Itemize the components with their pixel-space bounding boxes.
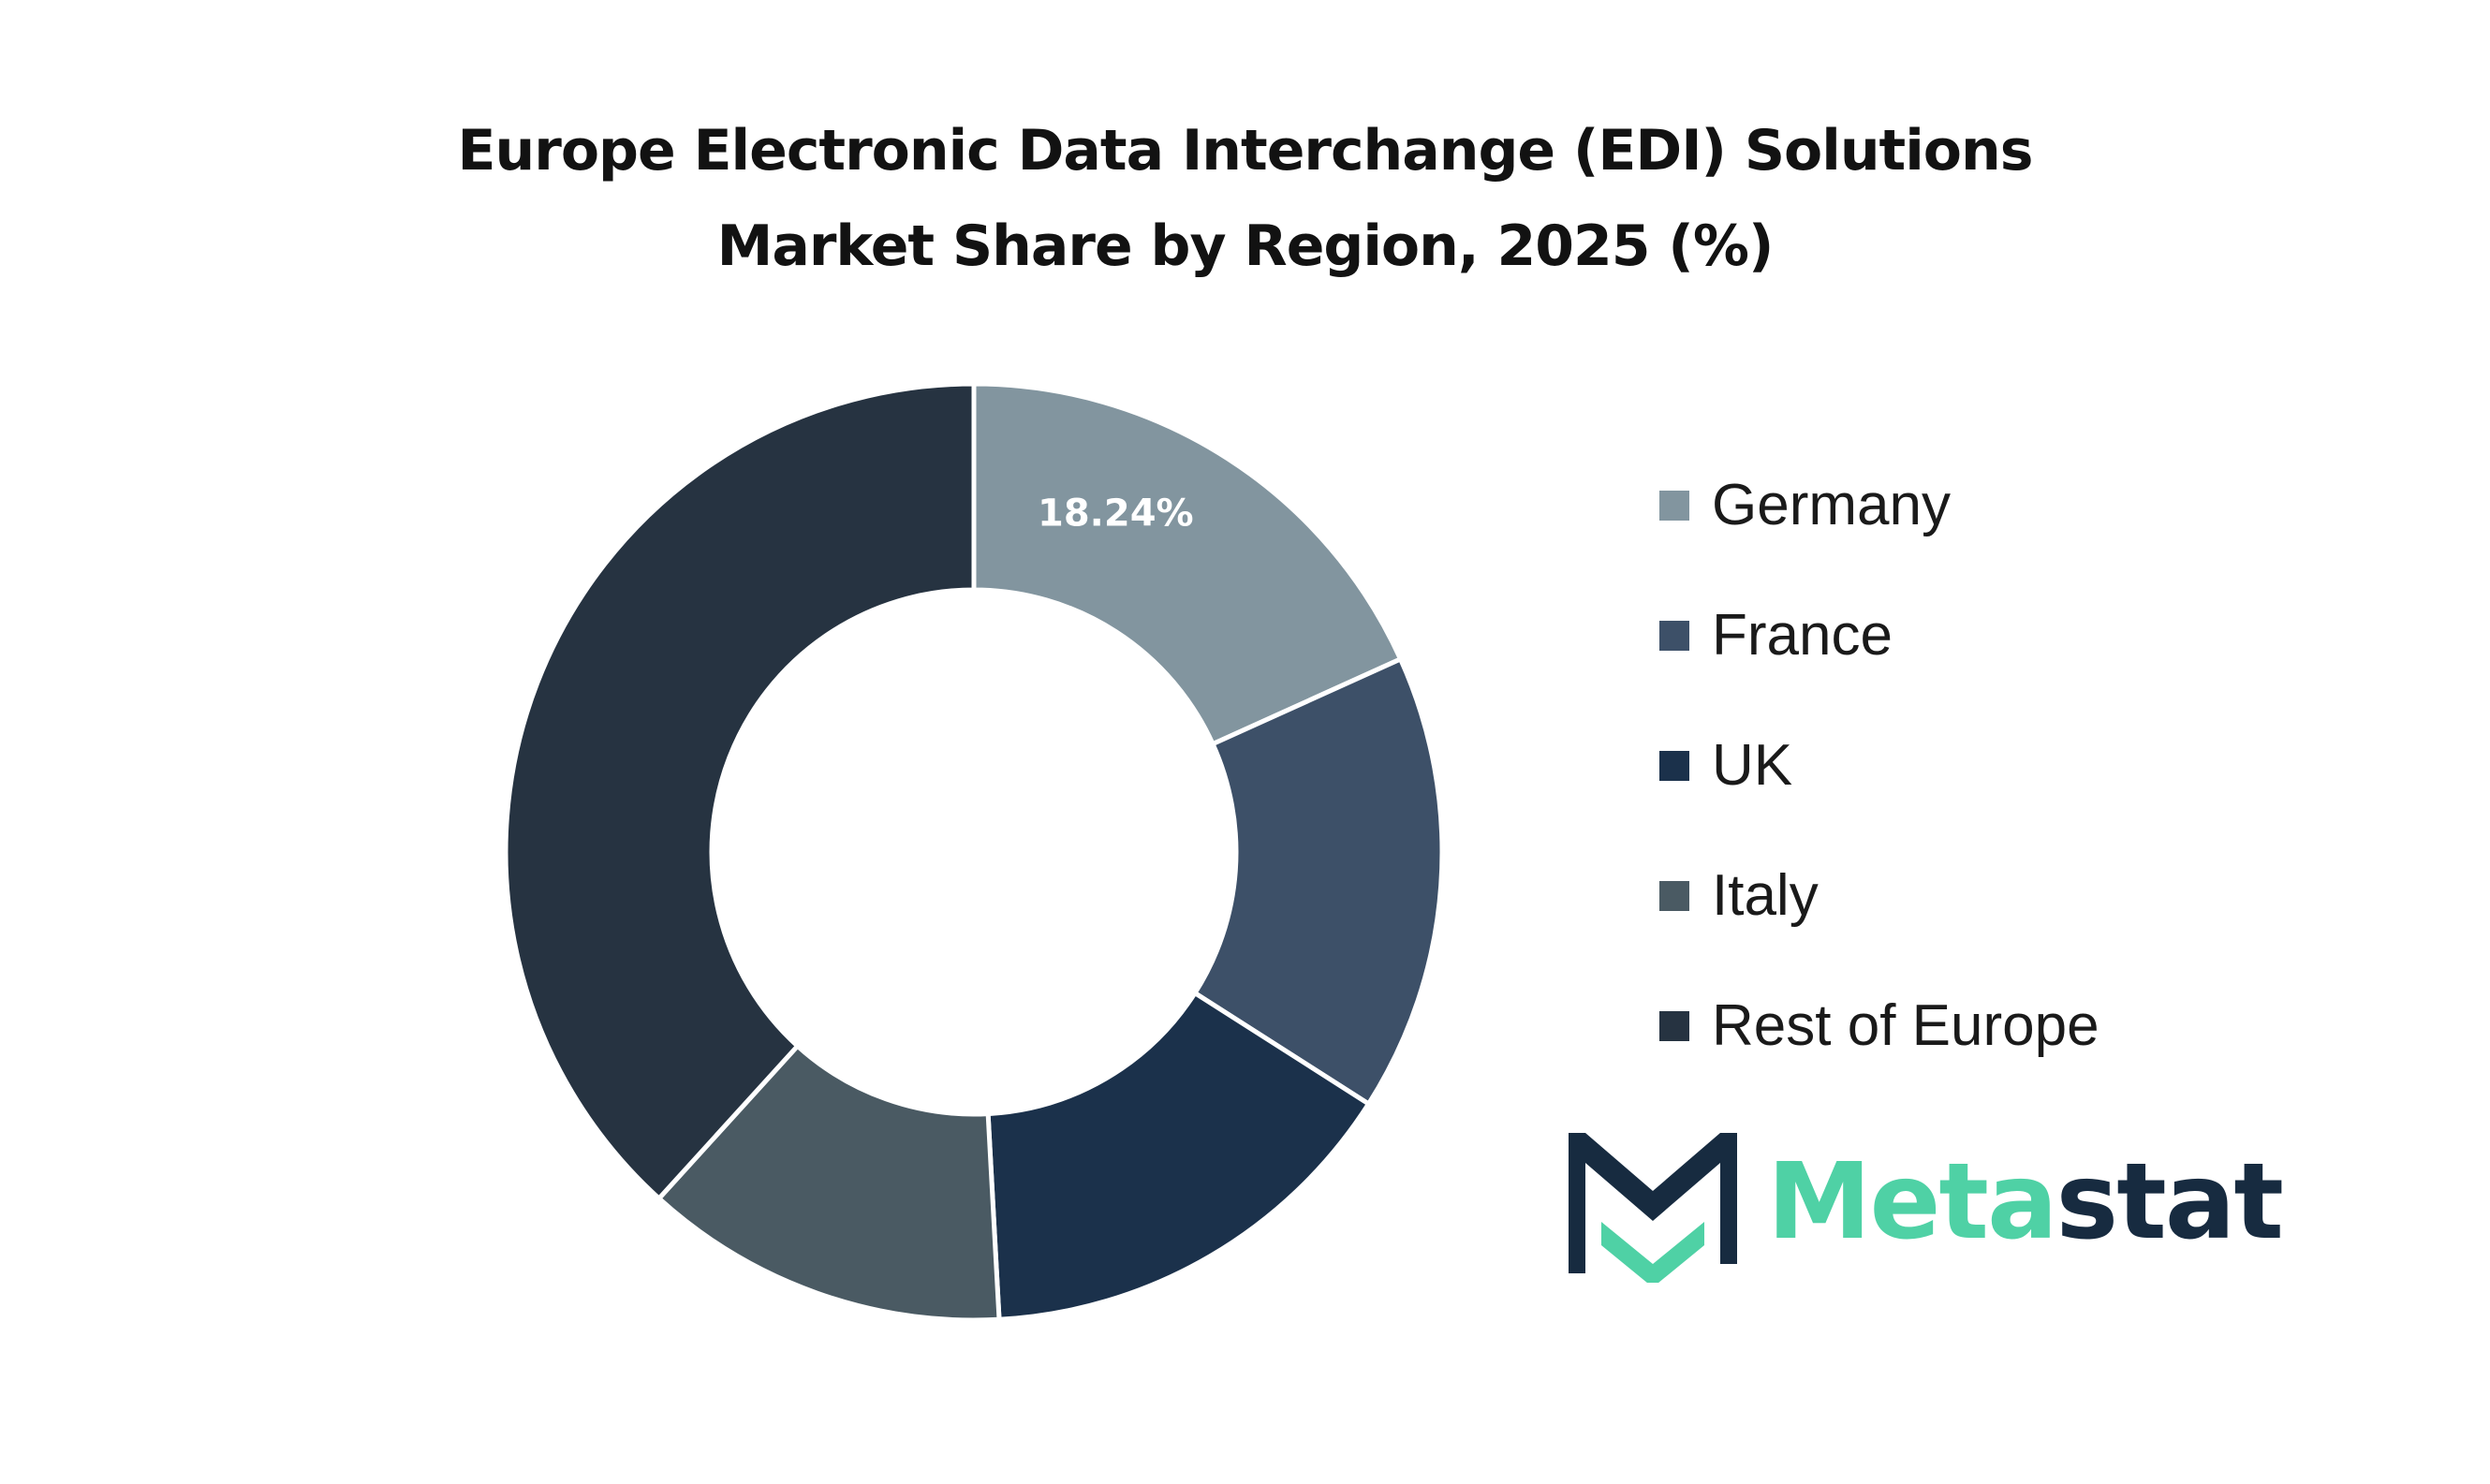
legend-item-rest-of-europe: Rest of Europe xyxy=(1659,961,2100,1091)
legend-label-uk: UK xyxy=(1712,733,1793,798)
legend-swatch-germany xyxy=(1659,490,1689,521)
slice-italy xyxy=(656,1042,1002,1323)
metastat-logo-text: Metastat xyxy=(1767,1146,2284,1258)
legend-label-italy: Italy xyxy=(1712,863,1819,928)
metastat-logo-mark-icon xyxy=(1569,1133,1737,1283)
slice-france xyxy=(1191,655,1445,1108)
legend-item-uk: UK xyxy=(1659,700,2100,830)
data-label-germany: 18.24% xyxy=(1038,492,1194,536)
logo-text-meta: Meta xyxy=(1767,1141,2058,1263)
legend-swatch-italy xyxy=(1659,880,1689,911)
legend-item-france: France xyxy=(1659,570,2100,700)
chart-title-line-2: Market Share by Region, 2025 (%) xyxy=(716,213,1775,279)
metastat-logo: Metastat xyxy=(1569,1124,2284,1283)
legend-label-germany: Germany xyxy=(1712,473,1951,537)
legend-label-rest-of-europe: Rest of Europe xyxy=(1712,993,2100,1058)
logo-mark-light-shape xyxy=(1601,1222,1704,1283)
legend-item-germany: Germany xyxy=(1659,440,2100,570)
logo-mark-dark-shape xyxy=(1569,1133,1737,1273)
legend-label-france: France xyxy=(1712,603,1893,668)
slice-uk xyxy=(985,990,1372,1322)
chart-title: Europe Electronic Data Interchange (EDI)… xyxy=(0,103,2490,294)
legend-item-italy: Italy xyxy=(1659,830,2100,961)
slice-rest-of-europe xyxy=(503,381,977,1202)
legend-swatch-rest-of-europe xyxy=(1659,1010,1689,1041)
legend: Germany France UK Italy Rest of Europe xyxy=(1659,440,2100,1091)
legend-swatch-uk xyxy=(1659,750,1689,781)
slice-germany xyxy=(971,381,1404,747)
chart-title-line-1: Europe Electronic Data Interchange (EDI)… xyxy=(457,118,2034,184)
legend-swatch-france xyxy=(1659,620,1689,651)
logo-text-stat: stat xyxy=(2055,1141,2284,1263)
